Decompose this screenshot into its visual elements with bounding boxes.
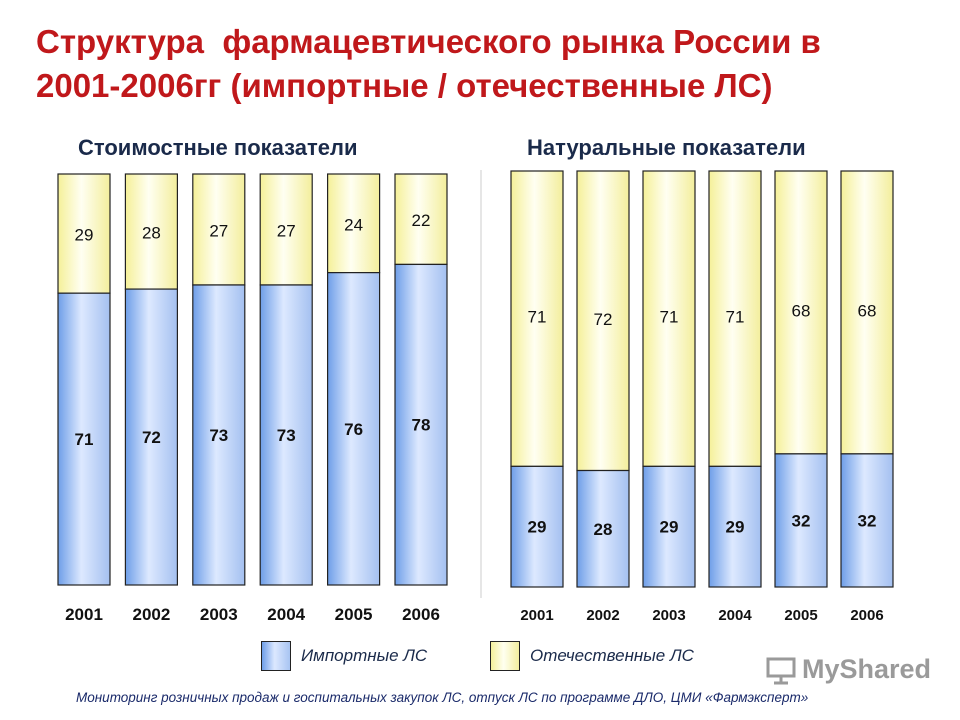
volume-bar-2001: 71 29 2001 <box>510 170 564 624</box>
volume-label-imported-2006: 32 <box>858 511 877 530</box>
title-line-2: 2001-2006гг (импортные / отечественные Л… <box>36 67 773 104</box>
volume-bar-2003: 71 29 2003 <box>642 170 696 624</box>
value-bar-domestic-2006 <box>394 173 448 266</box>
value-label-imported-2004: 73 <box>277 426 296 445</box>
volume-tick-2004: 2004 <box>718 607 752 624</box>
value-tick-2003: 2003 <box>200 605 238 624</box>
volume-bar-imported-2004 <box>708 465 762 588</box>
value-bar-domestic-2005 <box>327 173 381 274</box>
volume-bar-domestic-2003 <box>642 170 696 467</box>
value-label-domestic-2002: 28 <box>142 224 161 243</box>
volume-bar-imported-2003 <box>642 465 696 588</box>
value-label-domestic-2004: 27 <box>277 221 296 240</box>
charts-canvas: 29 71 2001 28 72 2002 27 73 2003 27 73 2004 24 76 2005… <box>57 170 894 624</box>
value-bar-2005: 24 76 2005 <box>327 173 381 624</box>
watermark-text: MyShared <box>802 654 932 684</box>
volume-tick-2005: 2005 <box>784 607 817 624</box>
value-bar-2004: 27 73 2004 <box>259 173 313 624</box>
value-label-imported-2006: 78 <box>412 416 431 435</box>
value-label-imported-2001: 71 <box>75 430 94 449</box>
page-title: Структура фармацевтического рынка России… <box>36 20 936 108</box>
volume-tick-2003: 2003 <box>652 607 685 624</box>
volume-label-domestic-2001: 71 <box>528 308 547 327</box>
chart-volume-title: Натуральные показатели <box>527 135 806 160</box>
value-bar-2001: 29 71 2001 <box>57 173 111 624</box>
value-tick-2002: 2002 <box>132 605 170 624</box>
value-bar-2006: 22 78 2006 <box>394 173 448 624</box>
value-tick-2006: 2006 <box>402 605 440 624</box>
volume-tick-2006: 2006 <box>850 607 883 624</box>
value-bar-imported-2002 <box>124 288 179 586</box>
volume-bar-2006: 68 32 2006 <box>840 170 894 624</box>
legend-imported: Импортные ЛС <box>261 640 427 672</box>
value-bar-imported-2006 <box>394 263 448 586</box>
volume-bar-2002: 72 28 2002 <box>576 170 630 624</box>
value-tick-2005: 2005 <box>335 605 373 624</box>
legend-domestic: Отечественные ЛС <box>490 640 694 672</box>
value-label-domestic-2003: 27 <box>209 221 228 240</box>
value-label-domestic-2001: 29 <box>75 226 94 245</box>
presentation-icon <box>766 657 796 684</box>
legend-domestic-swatch <box>490 641 520 671</box>
volume-label-imported-2005: 32 <box>792 511 811 530</box>
value-bar-domestic-2004 <box>259 173 313 286</box>
value-bar-domestic-2003 <box>192 173 246 286</box>
volume-label-domestic-2006: 68 <box>858 301 877 320</box>
title-line-1: Структура фармацевтического рынка России… <box>36 23 821 60</box>
volume-label-imported-2003: 29 <box>660 518 679 537</box>
volume-bar-imported-2002 <box>576 469 630 588</box>
value-bar-imported-2005 <box>327 272 381 586</box>
value-bar-imported-2001 <box>57 292 111 586</box>
volume-bar-2005: 68 32 2005 <box>774 170 828 624</box>
volume-label-domestic-2003: 71 <box>660 308 679 327</box>
volume-label-domestic-2005: 68 <box>792 301 811 320</box>
value-tick-2004: 2004 <box>267 605 305 624</box>
volume-label-domestic-2002: 72 <box>594 310 613 329</box>
volume-bar-2004: 71 29 2004 <box>708 170 762 624</box>
volume-label-domestic-2004: 71 <box>726 308 745 327</box>
volume-bar-domestic-2001 <box>510 170 564 467</box>
value-bar-imported-2004 <box>259 284 313 586</box>
volume-bar-imported-2005 <box>774 453 828 588</box>
volume-bar-domestic-2005 <box>774 170 828 455</box>
volume-bar-imported-2006 <box>840 453 894 588</box>
value-label-imported-2003: 73 <box>209 426 228 445</box>
volume-label-imported-2004: 29 <box>726 518 745 537</box>
value-bar-2003: 27 73 2003 <box>192 173 246 624</box>
legend-imported-label: Импортные ЛС <box>301 646 428 665</box>
volume-bar-domestic-2002 <box>576 170 630 472</box>
source-footnote: Мониторинг розничных продаж и госпитальн… <box>76 690 809 705</box>
volume-tick-2002: 2002 <box>586 607 619 624</box>
legend-imported-swatch <box>261 641 291 671</box>
value-label-imported-2005: 76 <box>344 420 363 439</box>
volume-label-imported-2002: 28 <box>594 520 613 539</box>
volume-label-imported-2001: 29 <box>528 518 547 537</box>
value-tick-2001: 2001 <box>65 605 103 624</box>
volume-bar-imported-2001 <box>510 465 564 588</box>
value-bar-imported-2003 <box>192 284 246 586</box>
legend-domestic-label: Отечественные ЛС <box>530 646 694 665</box>
chart-value-title: Стоимостные показатели <box>78 135 358 160</box>
value-label-imported-2002: 72 <box>142 428 161 447</box>
value-label-domestic-2005: 24 <box>344 215 363 234</box>
volume-tick-2001: 2001 <box>520 607 553 624</box>
watermark: MyShared <box>766 654 931 685</box>
value-bar-2002: 28 72 2002 <box>124 173 179 624</box>
value-bar-domestic-2001 <box>57 173 111 294</box>
value-label-domestic-2006: 22 <box>412 211 431 230</box>
